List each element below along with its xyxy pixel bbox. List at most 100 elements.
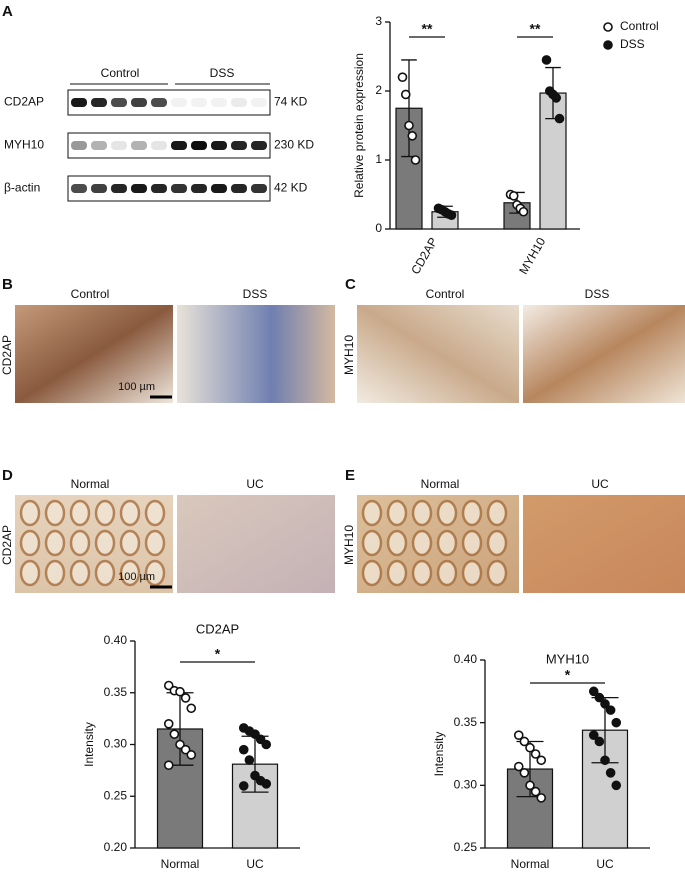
y-axis-label: Relative protein expression [352, 53, 366, 198]
image-group: DSS [243, 287, 268, 301]
legend-label: DSS [620, 37, 645, 51]
blot-band [211, 184, 227, 193]
data-point [508, 191, 519, 201]
blot-band [131, 184, 147, 193]
y-tick-label: 0.35 [104, 685, 128, 699]
blot-band [171, 141, 187, 150]
stain-label: CD2AP [0, 335, 14, 375]
data-point [255, 734, 266, 745]
data-point [244, 755, 255, 765]
micrograph [523, 495, 685, 593]
data-point [400, 89, 411, 100]
y-tick-label: 0.25 [104, 788, 128, 802]
legend-marker [603, 40, 613, 50]
data-point [536, 793, 547, 803]
image-group: UC [246, 477, 264, 491]
x-tick-label: UC [596, 857, 614, 871]
data-point [397, 72, 408, 82]
blot-band [91, 141, 107, 150]
data-point [446, 210, 457, 220]
data-point [551, 93, 562, 103]
x-tick-label: CD2AP [408, 235, 440, 277]
crypt [119, 529, 141, 557]
blot-row-label: MYH10 [4, 138, 44, 152]
crypt [94, 499, 116, 527]
micrograph [15, 305, 173, 403]
image-group: Normal [421, 477, 460, 491]
crypt [486, 529, 508, 557]
data-point [530, 786, 541, 797]
stain-label: CD2AP [0, 525, 14, 565]
blot-band [71, 141, 87, 150]
crypt [361, 559, 383, 587]
crypt [94, 559, 116, 587]
crypt [44, 529, 66, 557]
data-point [594, 692, 605, 703]
blot-band [131, 141, 147, 150]
blot-band [251, 98, 267, 107]
blot-band [131, 98, 147, 107]
panel-label: B [2, 276, 13, 293]
blot-band [91, 184, 107, 193]
crypt [44, 499, 66, 527]
crypt [69, 559, 91, 587]
crypt [69, 529, 91, 557]
significance-label: * [215, 646, 221, 662]
scale-label: 100 µm [118, 381, 155, 393]
blot-band [251, 141, 267, 150]
crypt [144, 499, 166, 527]
image-group: UC [591, 477, 609, 491]
x-tick-label: UC [246, 857, 264, 871]
data-point [513, 730, 524, 741]
blot-size-label: 74 KD [274, 95, 308, 109]
blot-band [211, 141, 227, 150]
data-point [594, 736, 605, 747]
crypt [436, 529, 458, 557]
crypt [436, 559, 458, 587]
image-group: DSS [585, 287, 610, 301]
data-point [261, 779, 272, 789]
blot-row-label: β-actin [4, 181, 40, 195]
data-point [407, 131, 418, 141]
data-point [588, 686, 599, 697]
y-axis-label: Intensity [432, 732, 446, 777]
data-point [404, 120, 414, 131]
blot-band [191, 141, 207, 150]
crypt [411, 559, 433, 587]
data-point [536, 755, 547, 766]
blot-band [191, 184, 207, 193]
significance-label: ** [530, 21, 541, 37]
blot-band [171, 184, 187, 193]
data-point [554, 113, 565, 124]
data-point [541, 55, 552, 65]
y-tick-label: 1 [375, 152, 382, 166]
data-point [588, 730, 599, 741]
crypt [44, 559, 66, 587]
y-tick-label: 0.30 [454, 778, 478, 792]
blot-band [151, 141, 167, 150]
x-tick-label: Normal [511, 857, 550, 871]
blot-group: Control [101, 66, 140, 80]
data-point [163, 718, 174, 729]
blot-band [171, 98, 187, 107]
data-point [169, 729, 180, 739]
image-group: Control [71, 287, 110, 301]
blot-band [251, 184, 267, 193]
y-tick-label: 2 [375, 83, 382, 97]
data-point [518, 206, 529, 217]
blot-band [151, 98, 167, 107]
blot-band [211, 98, 227, 107]
chart-title: CD2AP [196, 621, 239, 636]
crypt [69, 499, 91, 527]
blot-band [231, 98, 247, 107]
blot-band [231, 184, 247, 193]
crypt [486, 499, 508, 527]
data-point [530, 749, 541, 759]
crypt [19, 529, 41, 557]
crypt [119, 559, 141, 587]
data-point [163, 760, 174, 771]
blot-row-label: CD2AP [4, 95, 44, 109]
blot-size-label: 42 KD [274, 181, 308, 195]
panel-label: E [345, 467, 355, 484]
data-point [238, 744, 249, 755]
